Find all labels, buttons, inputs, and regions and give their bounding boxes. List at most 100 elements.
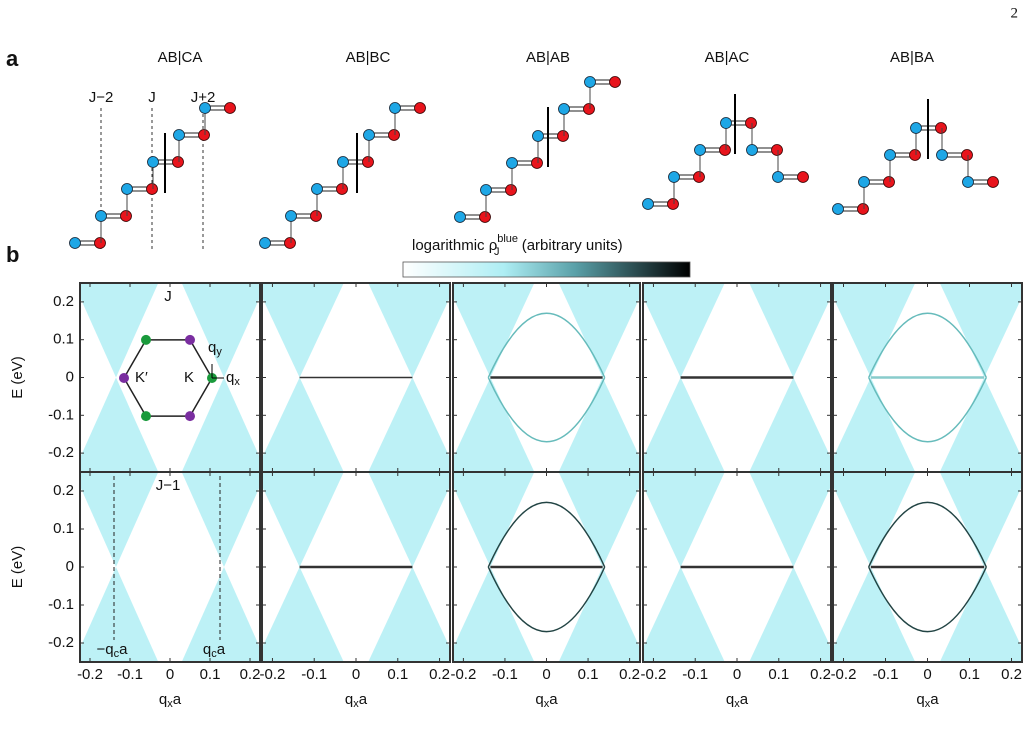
x-tick-label: 0 bbox=[923, 666, 931, 683]
cone bbox=[643, 567, 725, 662]
x-tick-label: 0.2 bbox=[1001, 666, 1022, 683]
cone bbox=[368, 472, 450, 567]
cone bbox=[749, 377, 831, 472]
y-axis-label: E (eV) bbox=[9, 546, 26, 589]
text-part: q bbox=[226, 369, 234, 386]
density bbox=[833, 283, 1022, 472]
atom-blue bbox=[389, 102, 401, 114]
plot-panel bbox=[262, 283, 450, 472]
qc-label: qca bbox=[203, 641, 226, 660]
cone bbox=[558, 377, 640, 472]
valley-point bbox=[141, 411, 151, 422]
colorbar bbox=[402, 261, 691, 278]
arc bbox=[487, 501, 606, 633]
cone bbox=[833, 283, 916, 378]
cone bbox=[643, 472, 725, 567]
atom-blue bbox=[694, 144, 706, 156]
cone bbox=[181, 283, 260, 378]
atom-blue bbox=[642, 198, 654, 210]
atom-blue bbox=[506, 157, 518, 169]
atom-red bbox=[771, 144, 783, 156]
cone bbox=[453, 567, 535, 662]
atom-blue bbox=[69, 237, 81, 249]
density bbox=[833, 472, 1022, 662]
cone bbox=[833, 472, 916, 567]
atom-red bbox=[94, 237, 106, 249]
atom-blue bbox=[936, 149, 948, 161]
text-part: a bbox=[930, 691, 939, 708]
density bbox=[262, 283, 450, 472]
row-label: J−1 bbox=[156, 477, 181, 494]
atom-blue bbox=[910, 122, 922, 134]
text-part: x bbox=[925, 698, 931, 710]
atom-blue bbox=[337, 156, 349, 168]
density bbox=[80, 472, 260, 662]
atom-blue bbox=[480, 184, 492, 196]
density bbox=[643, 283, 831, 472]
x-tick-label: 0.1 bbox=[768, 666, 789, 683]
cone bbox=[80, 472, 159, 567]
x-tick-label: 0.2 bbox=[619, 666, 640, 683]
atom-blue bbox=[285, 210, 297, 222]
text-part: q bbox=[208, 339, 216, 356]
x-tick-label: -0.1 bbox=[492, 666, 518, 683]
cone bbox=[939, 283, 1022, 378]
atom-blue bbox=[121, 183, 133, 195]
density bbox=[262, 472, 450, 662]
x-axis-label: qxa bbox=[159, 691, 182, 710]
text-part: a bbox=[173, 691, 182, 708]
page-number: 2 bbox=[1011, 5, 1019, 21]
cone bbox=[749, 567, 831, 662]
density bbox=[453, 283, 640, 472]
atom-red bbox=[961, 149, 973, 161]
cone bbox=[262, 283, 344, 378]
x-tick-label: 0.1 bbox=[959, 666, 980, 683]
atom-red bbox=[857, 203, 869, 215]
atom-blue bbox=[532, 130, 544, 142]
k-label: K′ bbox=[135, 369, 148, 386]
text-part: blue bbox=[497, 233, 518, 245]
x-axis-label: qxa bbox=[535, 691, 558, 710]
text-part: q bbox=[159, 691, 167, 708]
cone bbox=[80, 283, 159, 378]
cone bbox=[558, 283, 640, 378]
atom-red bbox=[362, 156, 374, 168]
atom-red bbox=[414, 102, 426, 114]
x-tick-label: 0.2 bbox=[240, 666, 261, 683]
k-label: K bbox=[184, 369, 194, 386]
arc bbox=[868, 501, 987, 633]
y-tick-label: -0.1 bbox=[48, 596, 74, 613]
x-tick-label: 0.1 bbox=[387, 666, 408, 683]
atom-blue bbox=[962, 176, 974, 188]
cone bbox=[643, 377, 725, 472]
plot-panel bbox=[643, 472, 831, 662]
atom-blue bbox=[95, 210, 107, 222]
x-tick-label: -0.1 bbox=[301, 666, 327, 683]
valley-point bbox=[141, 334, 151, 345]
x-axis-label: qxa bbox=[916, 691, 939, 710]
cone bbox=[453, 283, 535, 378]
y-tick-label: 0.2 bbox=[53, 482, 74, 499]
panel-label: b bbox=[6, 242, 19, 267]
atom-blue bbox=[858, 176, 870, 188]
plot-panel bbox=[80, 283, 260, 472]
atom-red bbox=[935, 122, 947, 134]
atom-red bbox=[120, 210, 132, 222]
atom-red bbox=[797, 171, 809, 183]
text-part: ρ bbox=[489, 237, 498, 254]
atom-red bbox=[987, 176, 999, 188]
cone bbox=[80, 377, 159, 472]
plot-panel bbox=[833, 472, 1022, 662]
atom-blue bbox=[584, 76, 596, 88]
text-part: x bbox=[353, 698, 359, 710]
y-tick-label: 0.1 bbox=[53, 520, 74, 537]
text-part: c bbox=[114, 648, 120, 660]
x-axis-label: qxa bbox=[345, 691, 368, 710]
atom-blue bbox=[173, 129, 185, 141]
atom-blue bbox=[199, 102, 211, 114]
atom-blue bbox=[558, 103, 570, 115]
x-tick-label: 0.1 bbox=[578, 666, 599, 683]
text-part: −q bbox=[97, 641, 114, 658]
x-tick-label: -0.2 bbox=[77, 666, 103, 683]
